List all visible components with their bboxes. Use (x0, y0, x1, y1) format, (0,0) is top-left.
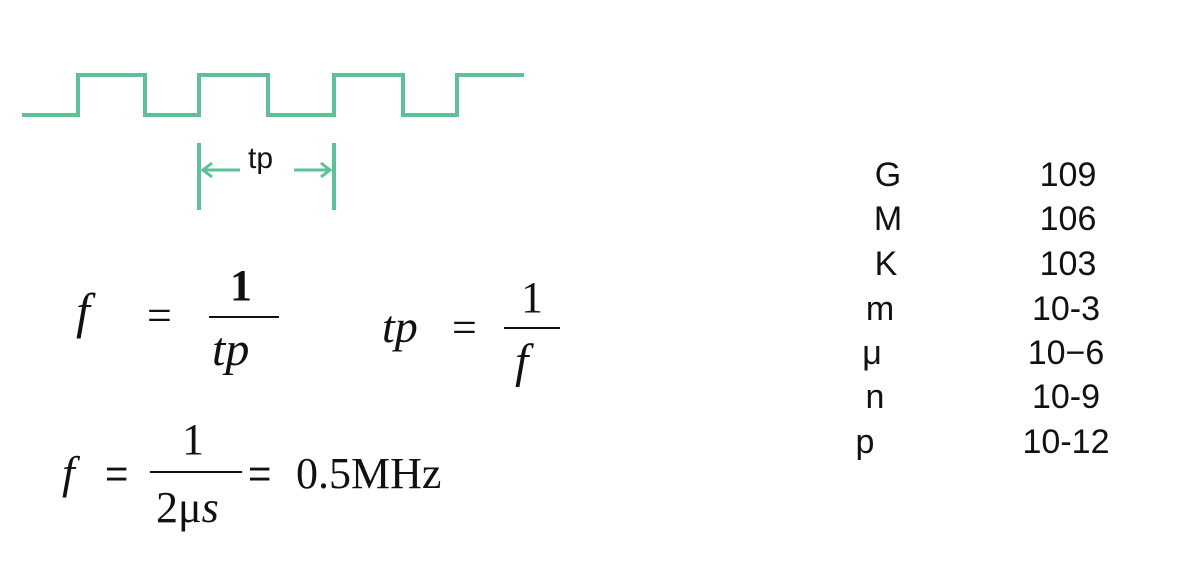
period-arrow-right (294, 161, 333, 179)
prefix-value: 103 (1039, 245, 1097, 283)
prefix-value: 10−6 (1027, 334, 1105, 372)
period-label: tp (248, 142, 274, 175)
formula1-equals: = (147, 291, 172, 340)
prefix-value: 106 (1039, 200, 1097, 238)
formula3-equals: = (105, 452, 129, 496)
formula2-lhs: tp (382, 301, 418, 352)
formula3-denominator: 2μs (156, 482, 219, 533)
prefix-symbol: G (874, 156, 902, 194)
formula3-denominator-prefix: 2μ (156, 483, 202, 532)
formula3-lhs: f (62, 447, 75, 498)
square-waveform (22, 73, 524, 210)
formula2-denominator: f (515, 335, 529, 388)
formula3-denominator-unit: s (201, 483, 219, 532)
formula1-fraction-bar (209, 316, 279, 318)
prefix-value: 109 (1039, 156, 1097, 194)
prefix-symbol: M (873, 200, 903, 238)
prefix-symbol: p (855, 423, 875, 461)
formula3-numerator: 1 (182, 415, 204, 464)
formula2-fraction-bar (504, 327, 560, 329)
formula1-denominator: tp (212, 323, 250, 376)
formula1-numerator: 1 (230, 261, 252, 310)
formula2-numerator: 1 (521, 273, 543, 322)
prefix-symbol: μ (862, 334, 882, 372)
prefix-value: 10-9 (1031, 378, 1101, 416)
prefix-symbol: K (874, 245, 898, 283)
prefix-symbol: m (865, 290, 895, 328)
formula1-lhs: f (76, 283, 90, 339)
prefix-value: 10-12 (1022, 423, 1110, 461)
prefix-value: 10-3 (1031, 290, 1101, 328)
formula3-equals-2: = (248, 452, 272, 496)
waveform-line (22, 73, 524, 117)
formula2-equals: = (452, 303, 477, 352)
formula3-result: 0.5MHz (296, 449, 442, 498)
period-arrow-left (200, 161, 240, 179)
prefix-symbol: n (865, 378, 885, 416)
formula3-fraction-bar (150, 471, 242, 473)
